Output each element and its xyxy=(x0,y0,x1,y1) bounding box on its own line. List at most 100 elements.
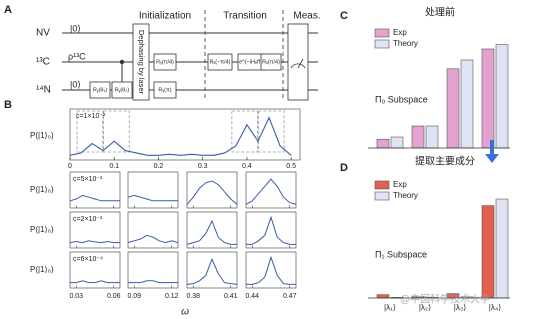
x-tick-label: |λ₁⟩ xyxy=(384,303,396,312)
subspace-label: Π₁ Subspace xyxy=(375,249,427,259)
gate xyxy=(111,81,133,99)
panel-title: 提取主要成分 xyxy=(415,156,475,168)
data-line xyxy=(186,180,238,205)
x-tick-label: 0.12 xyxy=(165,293,179,300)
qubit-name: NV xyxy=(36,28,50,39)
x-tick-label: 0.3 xyxy=(198,163,208,170)
data-line xyxy=(69,116,292,156)
stage-title: Initialization xyxy=(139,11,191,22)
gate xyxy=(207,53,233,71)
meter-needle xyxy=(297,58,304,69)
data-line xyxy=(246,255,296,285)
x-tick-label: 0.44 xyxy=(245,293,259,300)
data-line xyxy=(246,215,296,245)
zoom-box xyxy=(103,110,130,153)
x-tick-label: |λ₄⟩ xyxy=(489,303,501,312)
gate xyxy=(260,53,282,71)
c-label: c=5×10⁻³ xyxy=(73,176,103,183)
plot-frame xyxy=(69,108,301,161)
arrow-head xyxy=(485,154,499,163)
gate-label: Rᵧ(π/4) xyxy=(156,59,174,65)
x-tick-label: 0.03 xyxy=(69,293,83,300)
plot-frame xyxy=(127,171,179,209)
plot-frame xyxy=(245,171,297,209)
data-line xyxy=(186,257,238,285)
bar xyxy=(481,48,495,149)
gate-label: Rᵧ(θ₁) xyxy=(93,87,107,93)
data-line xyxy=(127,234,179,244)
watermark: @中国科学技术大学 xyxy=(400,293,490,306)
x-tick-label: 0.47 xyxy=(283,293,297,300)
x-tick-label: 0.5 xyxy=(286,163,296,170)
bar xyxy=(376,138,390,149)
c-label: c=1×10⁻² xyxy=(76,113,106,120)
dephasing-label: Dephasing by laser xyxy=(137,30,146,95)
plot-frame xyxy=(69,211,121,249)
bar xyxy=(411,125,425,149)
x-tick-label: 0.06 xyxy=(107,293,121,300)
y-axis-label: P(|1⟩₀) xyxy=(30,131,54,140)
bar xyxy=(446,68,460,149)
zoom-box xyxy=(76,110,104,153)
gate-label: Rₓ(π/4) xyxy=(262,59,280,65)
panel-label: B xyxy=(4,99,12,111)
panel-title: 处理前 xyxy=(425,6,455,19)
plot-frame xyxy=(186,211,238,249)
data-line xyxy=(186,219,237,245)
bar xyxy=(376,294,390,299)
plot-frame xyxy=(127,211,179,249)
gate xyxy=(153,53,177,71)
x-tick-label: 0.1 xyxy=(109,163,119,170)
qubit-state: |0⟩ xyxy=(70,79,81,89)
qubit-name: ¹⁴N xyxy=(36,85,51,96)
data-line xyxy=(69,194,120,202)
panel-label: A xyxy=(4,4,12,16)
legend-label: Theory xyxy=(393,191,418,200)
legend-label: Exp xyxy=(393,28,407,37)
y-axis-label: P(|1⟩₀) xyxy=(30,185,54,194)
legend-swatch xyxy=(374,191,390,201)
data-line xyxy=(69,240,120,244)
qubit-state: |0⟩ xyxy=(70,23,81,33)
panel-label: C xyxy=(340,10,348,22)
legend-label: Theory xyxy=(393,39,418,48)
plot-frame xyxy=(245,251,297,289)
gate-label: Rᵧ(π) xyxy=(158,87,171,93)
legend-swatch xyxy=(374,180,390,190)
c-label: c=6×10⁻⁴ xyxy=(73,256,103,263)
meter-icon xyxy=(290,63,306,69)
y-axis-label: P(|1⟩₀) xyxy=(30,225,54,234)
zoom-box xyxy=(258,110,285,153)
plot-frame xyxy=(69,251,121,289)
x-tick-label: 0.2 xyxy=(154,163,164,170)
data-line xyxy=(70,280,120,284)
panel-label: D xyxy=(340,162,348,174)
gate xyxy=(89,81,111,99)
data-line xyxy=(128,280,178,284)
stage-title: Transition xyxy=(223,11,267,22)
x-tick-label: 0.4 xyxy=(242,163,252,170)
measure-box xyxy=(287,23,309,101)
plot-frame xyxy=(69,171,121,209)
qubit-name: ¹³C xyxy=(36,57,50,68)
legend-swatch xyxy=(374,39,390,49)
x-tick-label: |λ₂⟩ xyxy=(419,303,431,312)
y-axis-label: P(|1⟩₀) xyxy=(30,265,54,274)
data-line xyxy=(127,194,178,202)
x-tick-label: 0 xyxy=(68,163,72,170)
subspace-label: Π₀ Subspace xyxy=(375,94,428,104)
control-dot xyxy=(119,59,125,65)
c-label: c=2×10⁻³ xyxy=(73,216,103,223)
dephasing-box xyxy=(132,23,150,101)
plot-frame xyxy=(127,251,179,289)
legend-swatch xyxy=(374,28,390,38)
plot-frame xyxy=(186,171,238,209)
x-tick-label: |λ₃⟩ xyxy=(454,303,466,312)
gate-label: Rᵧ(θ₂) xyxy=(115,87,130,93)
x-tick-label: 0.38 xyxy=(186,293,200,300)
zoom-box xyxy=(231,110,258,153)
gate-label: Rₓ(−π/4) xyxy=(209,59,230,65)
bar xyxy=(495,198,509,299)
bar xyxy=(425,125,439,149)
